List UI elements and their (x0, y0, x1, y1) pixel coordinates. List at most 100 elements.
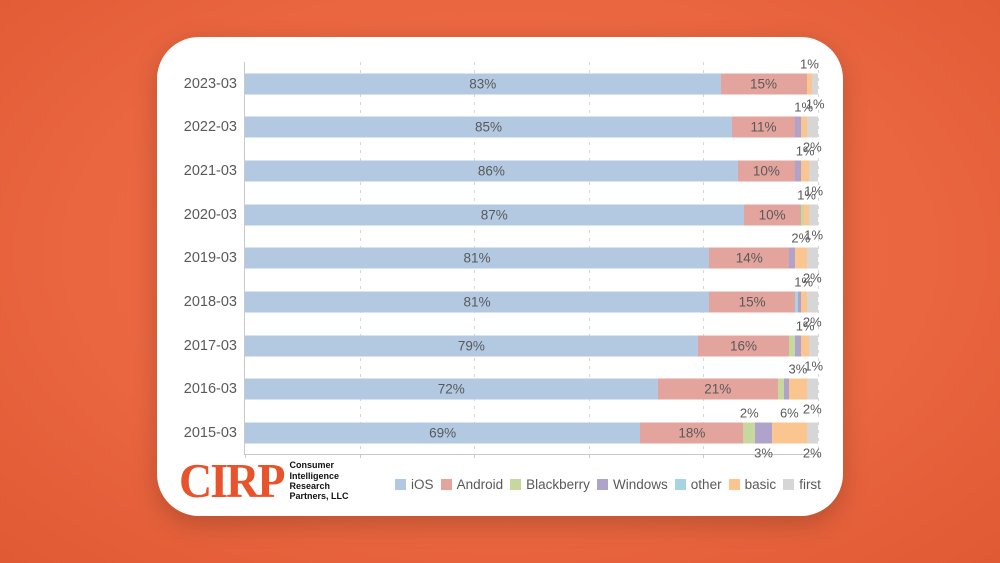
plot-area: 2023-03 83% 15% 1% 1% 2022-03 85% 11% 1% 2% 2021-0… (184, 57, 825, 459)
bar-row-2022-03: 2022-03 85% 11% 1% 2% (184, 101, 822, 154)
bar-segment-ios: 87% (245, 204, 744, 226)
axis-tick-20 (359, 454, 361, 458)
callout-label-first: 1% (804, 227, 824, 243)
legend-swatch-ios (395, 479, 406, 490)
axis-tick-60 (588, 454, 590, 458)
bar-segment-blackberry (789, 335, 796, 357)
bar-track: 87% 10% 1% 1% (245, 188, 823, 241)
legend-label: Windows (612, 477, 668, 492)
bar-segment-android: 15% (720, 73, 807, 95)
bar-segment-basic (800, 116, 807, 138)
segment-value-label: 15% (750, 76, 778, 92)
bar-segment-first (806, 116, 818, 138)
bar-row-2016-03: 2016-03 72% 21% 3% 2% (184, 363, 822, 416)
cirp-logo-acronym: CIRP (179, 453, 285, 508)
bar-row-2020-03: 2020-03 87% 10% 1% 1% (184, 188, 823, 241)
bar-segment-android: 11% (732, 116, 796, 138)
bar-segment-android: 10% (737, 160, 796, 182)
callout-label-first: 2% (802, 401, 822, 417)
legend-item-blackberry: Blackberry (510, 477, 590, 492)
segment-value-label: 79% (457, 338, 485, 354)
callout-label-basic: 1% (797, 187, 816, 203)
callout-label-first: 2% (802, 314, 822, 330)
y-axis-label: 2022-03 (183, 119, 237, 136)
bar-segment-first (812, 73, 818, 95)
bar-segment-basic (800, 335, 810, 357)
logo-line: Research (289, 480, 330, 491)
bar-segment-basic (800, 291, 807, 313)
legend-swatch-other (674, 479, 686, 490)
bar-segment-ios: 69% (245, 422, 641, 444)
bar-segment-windows (795, 116, 801, 138)
segment-value-label: 83% (469, 76, 497, 92)
legend-label: other (690, 477, 722, 492)
gridline-100 (818, 62, 819, 454)
segment-value-label: 87% (480, 207, 508, 223)
bar-segment-other (795, 291, 798, 313)
logo-line: Consumer (289, 460, 334, 471)
bar-segment-basic (806, 73, 813, 95)
segment-value-label: 10% (758, 207, 786, 223)
segment-value-label: 85% (475, 119, 503, 135)
bar-segment-windows (795, 160, 801, 182)
bar-segment-basic (795, 247, 807, 269)
legend-item-other: other (674, 477, 722, 492)
chart-legend: iOS Android Blackberry Windows other basic fir… (395, 477, 821, 492)
legend-item-first: first (783, 477, 821, 492)
bar-segment-first (809, 204, 818, 226)
segment-value-label: 15% (738, 294, 766, 310)
bar-track: 83% 15% 1% 1% (245, 57, 825, 110)
legend-label: iOS (411, 477, 434, 492)
segment-value-label: 86% (477, 163, 505, 179)
segment-value-label: 69% (429, 425, 457, 441)
bar-segment-android: 15% (709, 291, 796, 313)
bar-segment-first (806, 247, 818, 269)
segment-value-label: 21% (704, 381, 732, 397)
bar-row-2023-03: 2023-03 83% 15% 1% 1% (184, 57, 825, 110)
segment-value-label: 10% (752, 163, 780, 179)
segment-value-label: 72% (437, 381, 465, 397)
bar-segment-first (809, 335, 818, 357)
y-axis-label: 2018-03 (183, 294, 237, 311)
bar-segment-windows (789, 247, 796, 269)
segment-value-label: 16% (729, 338, 757, 354)
callout-label-basic: 6% (779, 405, 799, 421)
axis-tick-40 (474, 454, 476, 458)
callout-label-basic: 2% (791, 230, 811, 246)
legend-label: basic (744, 477, 777, 492)
bar-track: 79% 16% 1% 1% (245, 319, 823, 372)
legend-swatch-first (783, 479, 795, 490)
legend-item-ios: iOS (395, 477, 434, 492)
legend-item-windows: Windows (596, 477, 668, 492)
callout-label-first: 1% (804, 358, 824, 374)
bar-segment-ios: 79% (245, 335, 698, 357)
bar-segment-ios: 81% (245, 291, 710, 313)
bar-row-2019-03: 2019-03 81% 14% 2% 2% (184, 232, 822, 285)
bar-track: 81% 15% 1% 2% (245, 276, 822, 329)
cirp-logo: CIRP Consumer Intelligence Research Part… (179, 453, 348, 508)
y-axis-label: 2021-03 (183, 163, 237, 180)
legend-label: Blackberry (526, 477, 590, 492)
segment-value-label: 81% (463, 294, 491, 310)
segment-value-label: 81% (463, 250, 491, 266)
callout-label-windows: 3% (754, 445, 773, 461)
bar-segment-android: 16% (697, 335, 790, 357)
legend-swatch-windows (596, 479, 608, 490)
callout-label-basic: 1% (794, 99, 814, 115)
logo-line: Partners, LLC (289, 491, 349, 502)
bar-segment-ios: 72% (245, 378, 658, 400)
cirp-logo-text: Consumer Intelligence Research Partners,… (289, 460, 348, 501)
y-axis-label: 2017-03 (183, 337, 237, 354)
y-axis-label: 2023-03 (183, 75, 237, 92)
callout-label-first: 1% (804, 183, 824, 199)
segment-value-label: 14% (735, 250, 763, 266)
bar-row-2021-03: 2021-03 86% 10% 1% 1% (184, 145, 823, 198)
bar-segment-windows (783, 378, 790, 400)
bar-segment-ios: 81% (245, 247, 710, 269)
bar-segment-first (806, 291, 818, 313)
bar-segment-android: 21% (657, 378, 778, 400)
callout-label-basic: 1% (799, 56, 819, 72)
segment-value-label: 18% (678, 425, 706, 441)
y-axis-label: 2020-03 (183, 206, 237, 223)
